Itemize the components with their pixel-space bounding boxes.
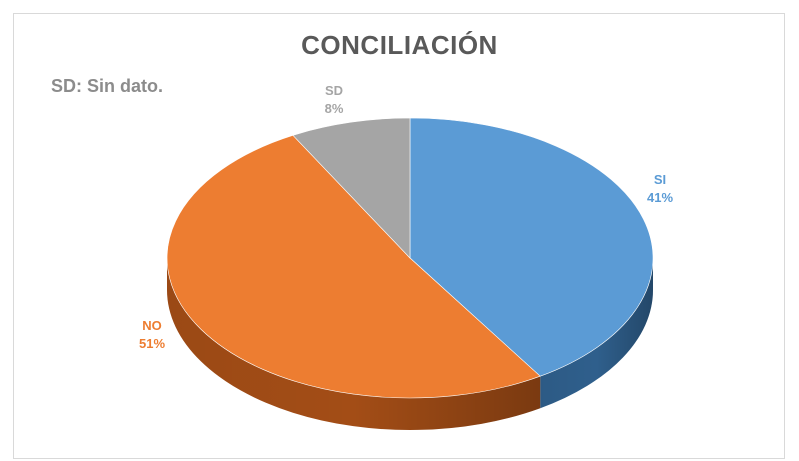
slice-side-shade-si	[540, 258, 653, 409]
slice-no	[166, 134, 541, 399]
data-label-si: SI	[654, 172, 666, 187]
pie-sides	[166, 258, 653, 431]
slice-side-shade-no	[166, 258, 541, 431]
pie-tops	[166, 117, 654, 399]
data-label-pct-si: 41%	[647, 190, 673, 205]
slice-si	[409, 117, 654, 377]
slice-sd	[292, 117, 411, 259]
data-label-pct-sd: 8%	[325, 101, 344, 116]
data-label-no: NO	[142, 318, 162, 333]
chart-note: SD: Sin dato.	[51, 76, 163, 96]
pie-labels: SI 41% NO 51% SD 8%	[139, 83, 673, 351]
data-label-pct-no: 51%	[139, 336, 165, 351]
data-label-sd: SD	[325, 83, 343, 98]
chart-title: CONCILIACIÓN	[301, 30, 498, 60]
